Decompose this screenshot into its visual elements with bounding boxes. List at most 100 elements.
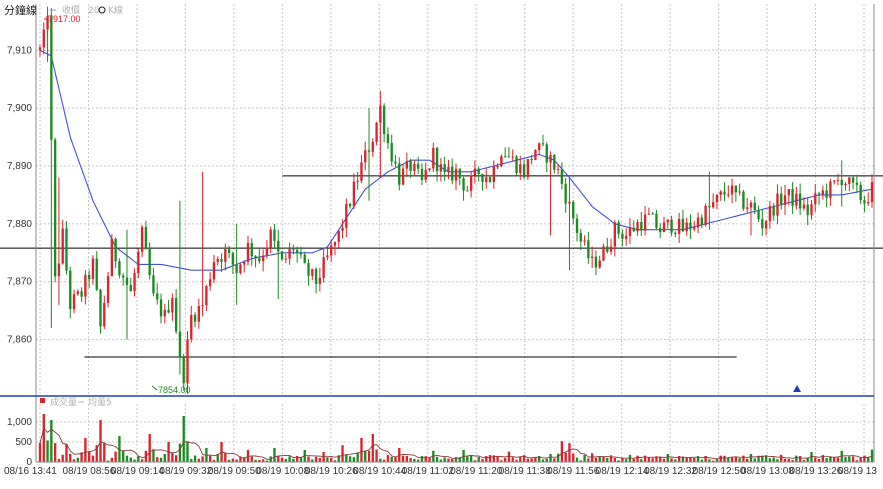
candle: [481, 174, 484, 182]
volume-bar: [549, 454, 552, 462]
volume-bar: [178, 443, 182, 462]
candle: [689, 222, 692, 230]
candle: [458, 168, 461, 179]
candle: [420, 168, 424, 180]
candle: [171, 298, 174, 313]
candle: [216, 258, 219, 262]
volume-bar: [174, 455, 178, 462]
volume-bar: [129, 457, 132, 462]
candle: [193, 314, 197, 322]
candle: [840, 179, 843, 186]
volume-bar: [764, 455, 768, 462]
candle: [867, 202, 870, 204]
candle: [99, 289, 102, 327]
volume-bar: [394, 456, 397, 462]
candle: [621, 233, 624, 239]
volume-bar: [666, 454, 669, 462]
time-tick-label: 08/19 11:20: [450, 466, 503, 477]
volume-bar: [122, 450, 125, 462]
volume-bar: [598, 456, 601, 462]
volume-ma-line: [39, 427, 873, 460]
volume-bar: [583, 454, 586, 462]
volume-bar: [870, 449, 874, 462]
volume-bar: [348, 456, 352, 462]
candle: [140, 227, 144, 252]
volume-bar: [80, 452, 83, 462]
volume-bar: [662, 458, 666, 462]
volume-bar: [69, 453, 72, 462]
candle: [541, 143, 545, 145]
time-tick-label: 08/19 10:44: [353, 466, 406, 477]
candle: [379, 105, 382, 123]
volume-bar: [152, 449, 155, 462]
candle: [405, 160, 409, 169]
volume-bar: [851, 456, 855, 462]
volume-bar: [783, 458, 787, 462]
volume-bar: [190, 458, 193, 462]
volume-bar: [829, 456, 832, 462]
volume-bar: [821, 455, 825, 462]
volume-bar: [314, 456, 318, 462]
candle: [572, 201, 575, 219]
candle: [417, 163, 420, 169]
candle: [590, 256, 594, 258]
price-tick-label: 7,870: [7, 277, 32, 288]
volume-bar: [46, 440, 49, 462]
axes-layer: 7,860 7,870 7,880 7,890 7,900 7,910 08/16 13:4…: [0, 4, 877, 477]
candle: [356, 180, 359, 182]
volume-bar: [817, 458, 821, 462]
volume-bar: [163, 454, 166, 462]
moving-average-line: [39, 49, 873, 271]
volume-bar: [538, 455, 541, 462]
time-tick-label: 08/19 12:14: [596, 466, 649, 477]
volume-bar: [776, 459, 779, 462]
candle: [723, 191, 726, 195]
candle: [814, 193, 817, 205]
candle: [677, 218, 681, 234]
volume-bar: [640, 459, 643, 462]
volume-bar: [798, 456, 802, 462]
volume-bar: [57, 458, 61, 462]
volume-bar: [106, 460, 110, 462]
candle: [330, 245, 333, 256]
legend-volume-swatch: [40, 398, 45, 403]
volume-bar: [742, 455, 745, 462]
volume-bar: [435, 456, 439, 462]
volume-bar: [367, 450, 371, 462]
legend-settings-icon[interactable]: [98, 6, 106, 14]
volume-bar: [587, 458, 590, 462]
candle: [205, 286, 208, 306]
volume-bar: [114, 451, 117, 462]
candle: [360, 162, 363, 181]
candle: [212, 261, 216, 280]
candle: [556, 169, 560, 171]
candle: [553, 154, 556, 170]
candle: [485, 177, 488, 182]
volume-bar: [326, 457, 329, 462]
candle: [636, 222, 639, 232]
candle: [322, 257, 325, 278]
candle: [821, 190, 825, 195]
volume-bar: [500, 460, 503, 462]
candle: [209, 279, 212, 287]
candle: [579, 233, 582, 242]
candle: [80, 291, 83, 297]
volume-bar: [50, 420, 53, 462]
volume-bar: [42, 414, 45, 462]
volume-bar: [519, 456, 522, 462]
candle: [95, 258, 98, 290]
volume-bar: [613, 458, 617, 462]
volume-bar: [632, 458, 635, 462]
volume-bar: [625, 459, 628, 462]
candle: [761, 219, 764, 229]
candle: [42, 29, 45, 48]
candle: [167, 309, 170, 313]
candle: [190, 314, 193, 340]
volume-bar: [273, 448, 276, 462]
candle: [261, 255, 265, 262]
volume-bar: [757, 455, 760, 462]
volume-bar: [103, 443, 106, 462]
price-tick-label: 7,910: [7, 45, 32, 56]
candle: [500, 156, 503, 167]
time-tick-label: 08/19 11:56: [547, 466, 600, 477]
